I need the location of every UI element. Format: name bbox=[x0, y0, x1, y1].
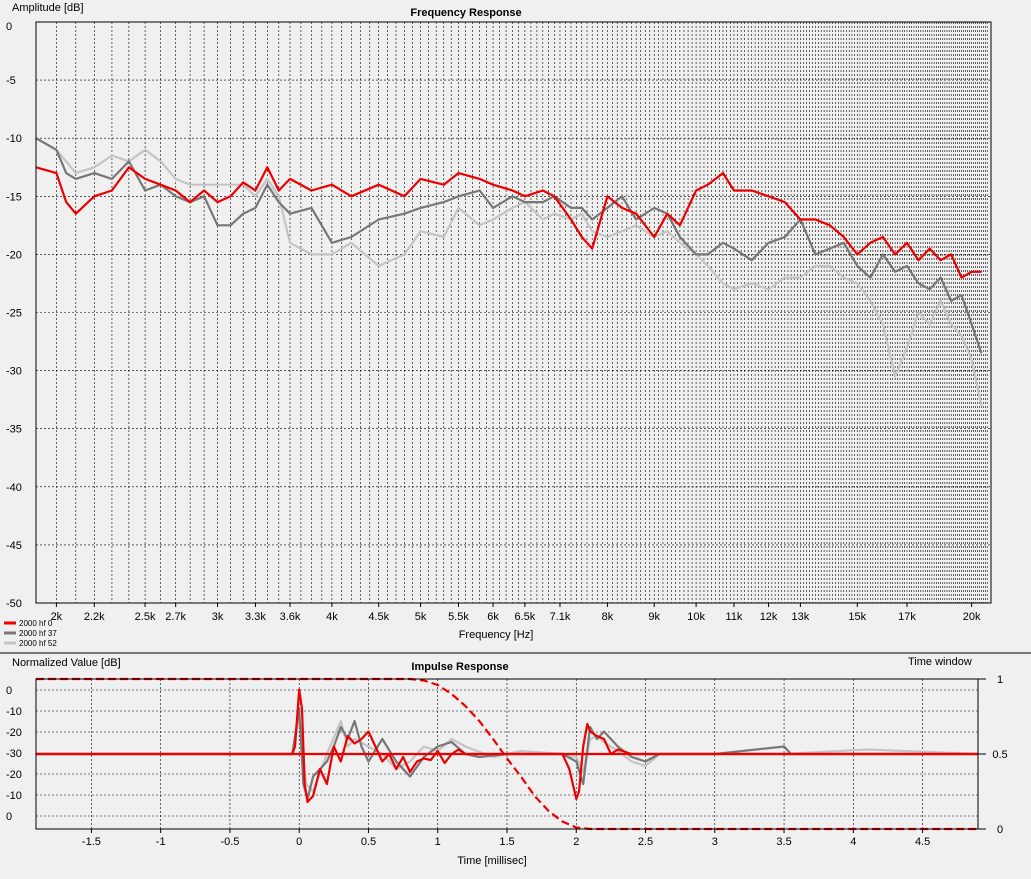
fr-y-tick-label: 0 bbox=[6, 21, 12, 33]
ir-x-tick-label: 1.5 bbox=[499, 836, 514, 848]
fr-x-tick-label: 7.1k bbox=[550, 611, 571, 623]
ir-x-tick-label: 0 bbox=[296, 836, 302, 848]
ir-series-line bbox=[36, 715, 979, 793]
fr-x-tick-label: 2.7k bbox=[165, 611, 186, 623]
ir-x-tick-label: 4.5 bbox=[915, 836, 930, 848]
fr-y-tick-label: -50 bbox=[6, 598, 22, 610]
ir-right-tick-label: 0 bbox=[997, 824, 1003, 836]
fr-legend-label: 2000 hf 0 bbox=[19, 619, 53, 628]
ir-right-ticks: 10.50 bbox=[978, 674, 1008, 836]
fr-y-tick-label: -30 bbox=[6, 366, 22, 378]
fr-y-tick-label: -15 bbox=[6, 191, 22, 203]
fr-x-tick-label: 6.5k bbox=[514, 611, 535, 623]
fr-x-tick-label: 4k bbox=[326, 611, 338, 623]
ir-right-tick-label: 1 bbox=[997, 674, 1003, 686]
fr-x-tick-label: 20k bbox=[963, 611, 981, 623]
ir-y-axis-label: Normalized Value [dB] bbox=[12, 657, 121, 669]
fr-x-ticks: 2k 2.2k 2.5k 2.7k 3k 3.3k 3.6k 4k 4.5k 5k 5.5k 6k 6.… bbox=[51, 603, 981, 623]
fr-y-tick-label: -10 bbox=[6, 133, 22, 145]
fr-y-tick-label: -5 bbox=[6, 75, 16, 87]
ir-x-tick-label: 3 bbox=[712, 836, 718, 848]
ir-x-tick-label: -0.5 bbox=[220, 836, 239, 848]
ir-x-tick-label: -1.5 bbox=[82, 836, 101, 848]
ir-series-line bbox=[36, 707, 978, 801]
ir-series-line bbox=[36, 688, 978, 804]
ir-x-axis-label: Time [millisec] bbox=[457, 855, 526, 867]
ir-x-tick-label: 4 bbox=[850, 836, 856, 848]
frequency-response-chart: 0 -5 -10 -15 -20 -25 -30 -35 -40 -45 -50 2k 2.2k 2.5… bbox=[0, 0, 1031, 654]
fr-x-tick-label: 8k bbox=[602, 611, 614, 623]
ir-y-tick-label: -10 bbox=[6, 790, 22, 802]
fr-x-tick-label: 2.2k bbox=[84, 611, 105, 623]
ir-x-tick-label: 2.5 bbox=[638, 836, 653, 848]
fr-grid bbox=[36, 22, 991, 603]
fr-series-group bbox=[35, 137, 983, 406]
fr-x-tick-label: 5k bbox=[415, 611, 427, 623]
fr-y-tick-label: -40 bbox=[6, 482, 22, 494]
ir-series-group bbox=[36, 677, 979, 831]
fr-y-tick-label: -25 bbox=[6, 308, 22, 320]
ir-y-tick-label: 0 bbox=[6, 685, 12, 697]
fr-plot-frame bbox=[35, 21, 992, 604]
fr-x-tick-label: 5.5k bbox=[448, 611, 469, 623]
fr-x-tick-label: 2.5k bbox=[135, 611, 156, 623]
fr-x-axis-label: Frequency [Hz] bbox=[459, 629, 534, 641]
fr-x-tick-label: 15k bbox=[848, 611, 866, 623]
fr-series-line bbox=[35, 137, 983, 406]
ir-y-tick-label: -20 bbox=[6, 727, 22, 739]
fr-x-tick-label: 3.6k bbox=[280, 611, 301, 623]
ir-time-window-label: Time window bbox=[908, 656, 972, 668]
fr-x-tick-label: 9k bbox=[648, 611, 660, 623]
ir-x-tick-label: 3.5 bbox=[776, 836, 791, 848]
fr-y-tick-label: -45 bbox=[6, 540, 22, 552]
fr-x-tick-label: 3k bbox=[212, 611, 224, 623]
ir-x-tick-label: 1 bbox=[435, 836, 441, 848]
fr-x-tick-label: 6k bbox=[487, 611, 499, 623]
ir-right-tick-label: 0.5 bbox=[992, 749, 1007, 761]
fr-x-tick-label: 10k bbox=[687, 611, 705, 623]
fr-x-tick-label: 4.5k bbox=[368, 611, 389, 623]
fr-y-tick-label: -35 bbox=[6, 424, 22, 436]
fr-x-tick-label: 13k bbox=[792, 611, 810, 623]
impulse-response-chart: 0 -10 -20 -30 -20 -10 0 -1.5 -1 -0.5 0 0.5 1 1.5 2 2.5… bbox=[0, 654, 1031, 879]
fr-y-ticks: 0 -5 -10 -15 -20 -25 -30 -35 -40 -45 -50 bbox=[6, 21, 22, 610]
fr-x-tick-label: 2k bbox=[51, 611, 63, 623]
ir-x-tick-label: 2 bbox=[573, 836, 579, 848]
fr-y-tick-label: -20 bbox=[6, 249, 22, 261]
fr-y-axis-label: Amplitude [dB] bbox=[12, 2, 84, 14]
ir-x-tick-label: 0.5 bbox=[361, 836, 376, 848]
ir-y-ticks: 0 -10 -20 -30 -20 -10 0 bbox=[6, 685, 22, 823]
fr-legend-label: 2000 hf 37 bbox=[19, 629, 57, 638]
fr-x-tick-label: 12k bbox=[760, 611, 778, 623]
fr-legend-label: 2000 hf 52 bbox=[19, 639, 57, 648]
fr-series-line bbox=[35, 166, 982, 279]
ir-x-tick-label: -1 bbox=[156, 836, 166, 848]
ir-y-tick-label: -30 bbox=[6, 748, 22, 760]
ir-title: Impulse Response bbox=[411, 661, 508, 673]
fr-x-tick-label: 11k bbox=[726, 611, 743, 623]
ir-y-tick-label: -20 bbox=[6, 769, 22, 781]
ir-y-tick-label: -10 bbox=[6, 706, 22, 718]
fr-title: Frequency Response bbox=[410, 7, 521, 19]
ir-time-window-line bbox=[36, 677, 978, 831]
ir-x-ticks: -1.5 -1 -0.5 0 0.5 1 1.5 2 2.5 3 3.5 4 4.5 bbox=[82, 829, 930, 848]
fr-x-tick-label: 17k bbox=[898, 611, 916, 623]
ir-y-tick-label: 0 bbox=[6, 811, 12, 823]
fr-x-tick-label: 3.3k bbox=[245, 611, 266, 623]
